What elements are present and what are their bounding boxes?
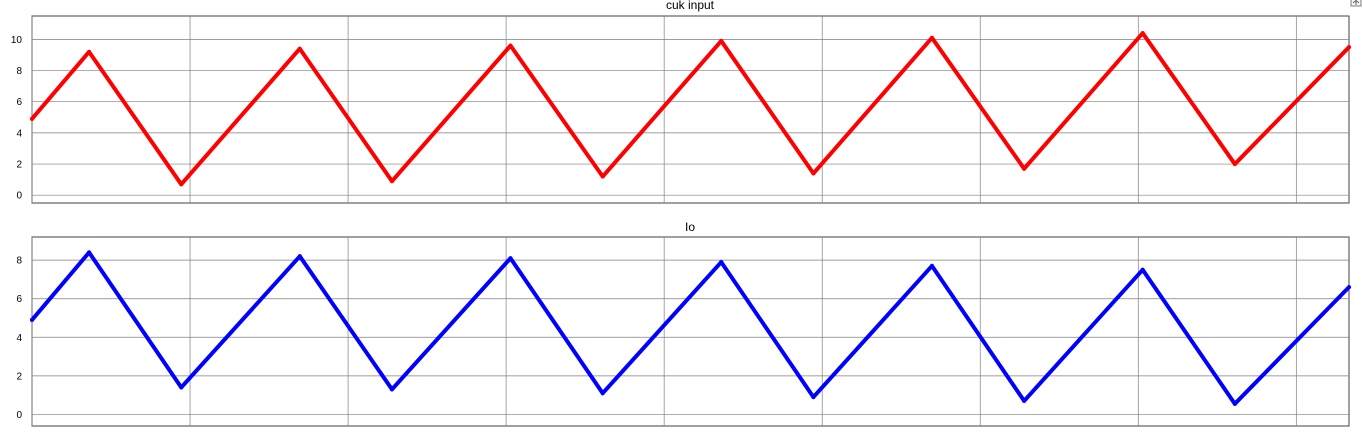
y-tick-label: 0 — [16, 191, 22, 202]
series-vertex — [87, 49, 92, 54]
expand-icon[interactable] — [1350, 0, 1362, 7]
y-tick-label: 8 — [16, 256, 22, 267]
series-vertex — [1232, 401, 1237, 406]
subplot-io: Io 0 2 4 6 8 — [16, 220, 1351, 427]
y-tick-label: 10 — [11, 35, 23, 46]
series-line — [30, 31, 1351, 187]
series-vertex — [1022, 166, 1027, 171]
series-vertex — [179, 385, 184, 390]
series-vertex — [1022, 398, 1027, 403]
subplot-title: cuk input — [666, 0, 715, 12]
series-vertex — [1232, 162, 1237, 167]
series-vertex — [508, 43, 513, 48]
y-tick-label: 6 — [16, 294, 22, 305]
subplot-cuk-input: cuk input 0 2 4 6 8 10 — [11, 0, 1351, 204]
series-vertex — [1347, 45, 1351, 50]
y-axis-ticks: 0 2 4 6 8 10 — [11, 35, 23, 202]
y-tick-label: 0 — [16, 410, 22, 421]
series-vertex — [719, 260, 724, 265]
series-group — [30, 250, 1351, 406]
series-group — [30, 31, 1351, 187]
series-vertex — [30, 116, 34, 121]
y-tick-label: 8 — [16, 66, 22, 77]
series-vertex — [1347, 285, 1351, 290]
series-line — [30, 250, 1351, 406]
y-tick-label: 4 — [16, 333, 22, 344]
subplot-title: Io — [685, 220, 695, 234]
series-vertex — [719, 38, 724, 43]
series-vertex — [179, 182, 184, 187]
series-vertex — [1140, 31, 1145, 36]
series-vertex — [508, 256, 513, 261]
series-vertex — [297, 46, 302, 51]
series-vertex — [929, 263, 934, 268]
series-vertex — [811, 171, 816, 176]
series-vertex — [1140, 267, 1145, 272]
y-tick-label: 6 — [16, 97, 22, 108]
series-vertex — [600, 391, 605, 396]
series-vertex — [600, 174, 605, 179]
series-vertex — [389, 179, 394, 184]
y-tick-label: 2 — [16, 160, 22, 171]
series-vertex — [30, 317, 34, 322]
series-vertex — [297, 254, 302, 259]
y-tick-label: 4 — [16, 128, 22, 139]
series-vertex — [87, 250, 92, 255]
y-axis-ticks: 0 2 4 6 8 — [16, 256, 22, 421]
series-vertex — [929, 35, 934, 40]
series-vertex — [389, 387, 394, 392]
series-vertex — [811, 395, 816, 400]
y-tick-label: 2 — [16, 371, 22, 382]
